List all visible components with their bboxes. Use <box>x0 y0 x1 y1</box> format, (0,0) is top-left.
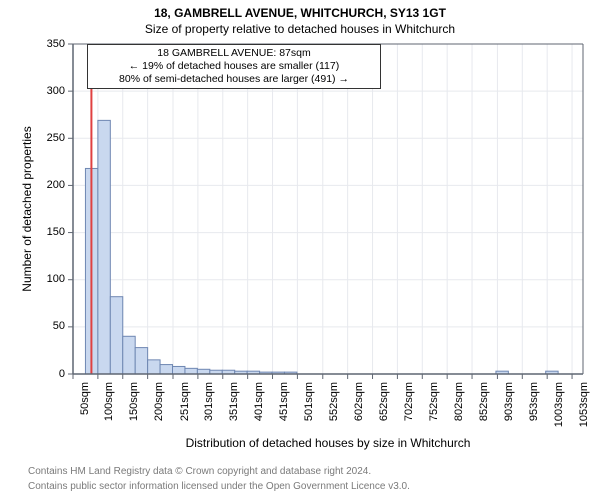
x-tick-label: 1053sqm <box>578 382 590 442</box>
x-tick-label: 953sqm <box>528 382 540 442</box>
y-tick-label: 0 <box>33 368 65 380</box>
footer-line2: Contains public sector information licen… <box>28 481 410 492</box>
x-tick-label: 652sqm <box>378 382 390 442</box>
footer-line1: Contains HM Land Registry data © Crown c… <box>28 466 371 477</box>
chart-title-line2: Size of property relative to detached ho… <box>0 22 600 36</box>
x-tick-label: 251sqm <box>179 382 191 442</box>
y-tick-label: 100 <box>33 273 65 285</box>
y-tick-label: 200 <box>33 179 65 191</box>
annotation-box: 18 GAMBRELL AVENUE: 87sqm ← 19% of detac… <box>87 44 381 89</box>
x-tick-label: 150sqm <box>128 382 140 442</box>
y-axis-label: Number of detached properties <box>20 44 34 374</box>
x-tick-label: 351sqm <box>228 382 240 442</box>
y-tick-label: 250 <box>33 132 65 144</box>
annotation-line3: 80% of semi-detached houses are larger (… <box>94 73 374 86</box>
chart-title-line1: 18, GAMBRELL AVENUE, WHITCHURCH, SY13 1G… <box>0 6 600 20</box>
x-tick-label: 802sqm <box>453 382 465 442</box>
y-tick-label: 150 <box>33 226 65 238</box>
x-tick-label: 401sqm <box>253 382 265 442</box>
annotation-line1: 18 GAMBRELL AVENUE: 87sqm <box>94 47 374 60</box>
x-tick-label: 702sqm <box>403 382 415 442</box>
x-tick-label: 903sqm <box>503 382 515 442</box>
x-tick-label: 301sqm <box>203 382 215 442</box>
x-tick-label: 100sqm <box>103 382 115 442</box>
x-tick-label: 1003sqm <box>553 382 565 442</box>
x-tick-label: 200sqm <box>153 382 165 442</box>
x-tick-label: 602sqm <box>353 382 365 442</box>
histogram-plot <box>73 44 583 374</box>
x-tick-label: 501sqm <box>303 382 315 442</box>
y-tick-label: 300 <box>33 85 65 97</box>
y-tick-label: 350 <box>33 38 65 50</box>
x-tick-label: 852sqm <box>478 382 490 442</box>
x-tick-label: 552sqm <box>328 382 340 442</box>
x-tick-label: 50sqm <box>79 382 91 442</box>
x-tick-label: 451sqm <box>278 382 290 442</box>
chart-container: 18, GAMBRELL AVENUE, WHITCHURCH, SY13 1G… <box>0 0 600 500</box>
x-tick-label: 752sqm <box>428 382 440 442</box>
annotation-line2: ← 19% of detached houses are smaller (11… <box>94 60 374 73</box>
y-tick-label: 50 <box>33 320 65 332</box>
